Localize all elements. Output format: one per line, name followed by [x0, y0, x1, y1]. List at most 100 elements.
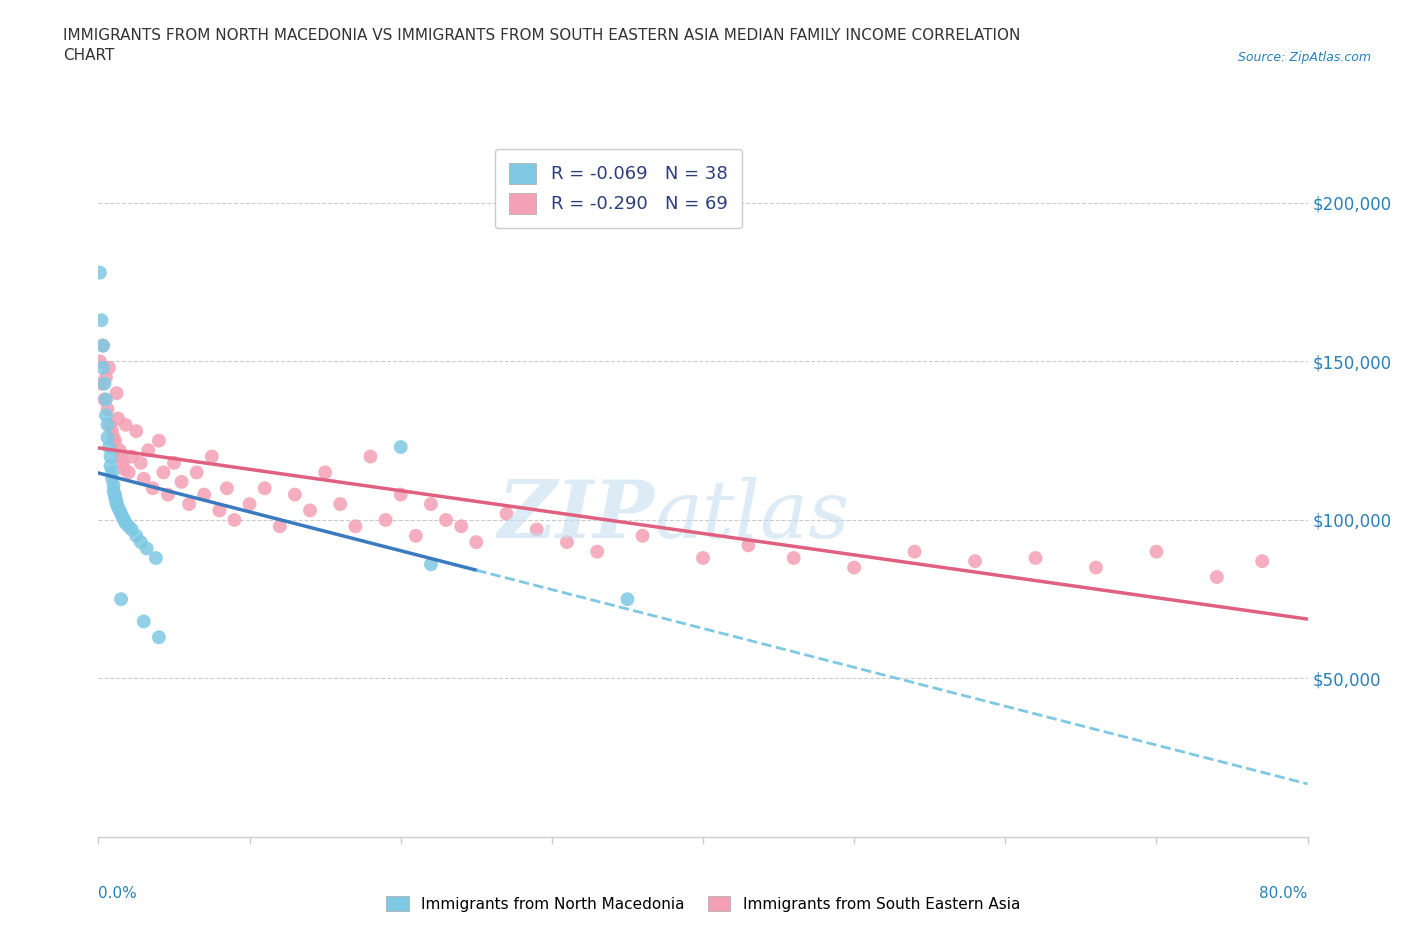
- Point: [91, 339, 114, 353]
- Point: [389, 487, 412, 502]
- Point: [125, 424, 148, 439]
- Point: [586, 544, 609, 559]
- Point: [344, 519, 367, 534]
- Point: [111, 456, 134, 471]
- Point: [129, 535, 152, 550]
- Point: [904, 544, 927, 559]
- Point: [269, 519, 291, 534]
- Point: [98, 360, 121, 375]
- Point: [110, 506, 132, 521]
- Point: [148, 630, 170, 644]
- Point: [253, 481, 276, 496]
- Point: [1024, 551, 1046, 565]
- Point: [186, 465, 208, 480]
- Point: [104, 490, 127, 505]
- Text: ZIP: ZIP: [498, 477, 655, 555]
- Point: [103, 484, 125, 498]
- Point: [111, 510, 134, 525]
- Point: [93, 392, 115, 407]
- Point: [96, 430, 118, 445]
- Point: [90, 376, 112, 391]
- Point: [90, 312, 112, 327]
- Point: [389, 440, 412, 455]
- Point: [93, 376, 115, 391]
- Point: [103, 478, 125, 493]
- Point: [101, 472, 124, 486]
- Point: [692, 551, 714, 565]
- Point: [163, 456, 186, 471]
- Point: [844, 560, 866, 575]
- Point: [239, 497, 262, 512]
- Point: [215, 481, 238, 496]
- Point: [104, 487, 127, 502]
- Point: [616, 591, 638, 606]
- Point: [91, 339, 114, 353]
- Point: [179, 497, 201, 512]
- Point: [965, 553, 987, 568]
- Point: [360, 449, 382, 464]
- Point: [737, 538, 759, 552]
- Point: [104, 433, 127, 448]
- Point: [132, 472, 155, 486]
- Point: [125, 528, 148, 543]
- Point: [89, 354, 111, 369]
- Point: [118, 519, 141, 534]
- Point: [420, 497, 443, 512]
- Point: [1251, 553, 1274, 568]
- Point: [105, 497, 128, 512]
- Point: [555, 535, 578, 550]
- Point: [103, 430, 125, 445]
- Point: [101, 465, 124, 480]
- Point: [91, 360, 114, 375]
- Point: [152, 465, 174, 480]
- Point: [107, 499, 129, 514]
- Point: [420, 557, 443, 572]
- Point: [94, 408, 117, 423]
- Legend: Immigrants from North Macedonia, Immigrants from South Eastern Asia: Immigrants from North Macedonia, Immigra…: [380, 889, 1026, 918]
- Point: [105, 494, 128, 509]
- Point: [135, 541, 157, 556]
- Point: [114, 515, 136, 530]
- Point: [112, 462, 135, 477]
- Point: [783, 551, 806, 565]
- Point: [96, 402, 118, 417]
- Point: [118, 465, 141, 480]
- Point: [108, 443, 131, 458]
- Point: [114, 418, 136, 432]
- Point: [110, 449, 132, 464]
- Point: [100, 418, 122, 432]
- Point: [465, 535, 488, 550]
- Point: [1085, 560, 1108, 575]
- Point: [148, 433, 170, 448]
- Point: [100, 449, 122, 464]
- Point: [495, 506, 517, 521]
- Point: [314, 465, 336, 480]
- Point: [329, 497, 352, 512]
- Point: [631, 528, 654, 543]
- Point: [100, 458, 122, 473]
- Point: [193, 487, 215, 502]
- Point: [299, 503, 322, 518]
- Point: [129, 456, 152, 471]
- Point: [101, 424, 124, 439]
- Point: [110, 591, 132, 606]
- Point: [89, 265, 111, 280]
- Text: atlas: atlas: [655, 477, 851, 555]
- Point: [132, 614, 155, 629]
- Point: [105, 386, 128, 401]
- Point: [121, 522, 143, 537]
- Point: [142, 481, 165, 496]
- Point: [145, 551, 167, 565]
- Point: [1206, 569, 1229, 584]
- Point: [136, 443, 159, 458]
- Point: [170, 474, 193, 489]
- Point: [121, 449, 143, 464]
- Point: [405, 528, 427, 543]
- Text: 80.0%: 80.0%: [1260, 885, 1308, 901]
- Point: [94, 370, 117, 385]
- Point: [208, 503, 231, 518]
- Point: [201, 449, 224, 464]
- Point: [450, 519, 472, 534]
- Text: IMMIGRANTS FROM NORTH MACEDONIA VS IMMIGRANTS FROM SOUTH EASTERN ASIA MEDIAN FAM: IMMIGRANTS FROM NORTH MACEDONIA VS IMMIG…: [63, 28, 1021, 62]
- Point: [434, 512, 457, 527]
